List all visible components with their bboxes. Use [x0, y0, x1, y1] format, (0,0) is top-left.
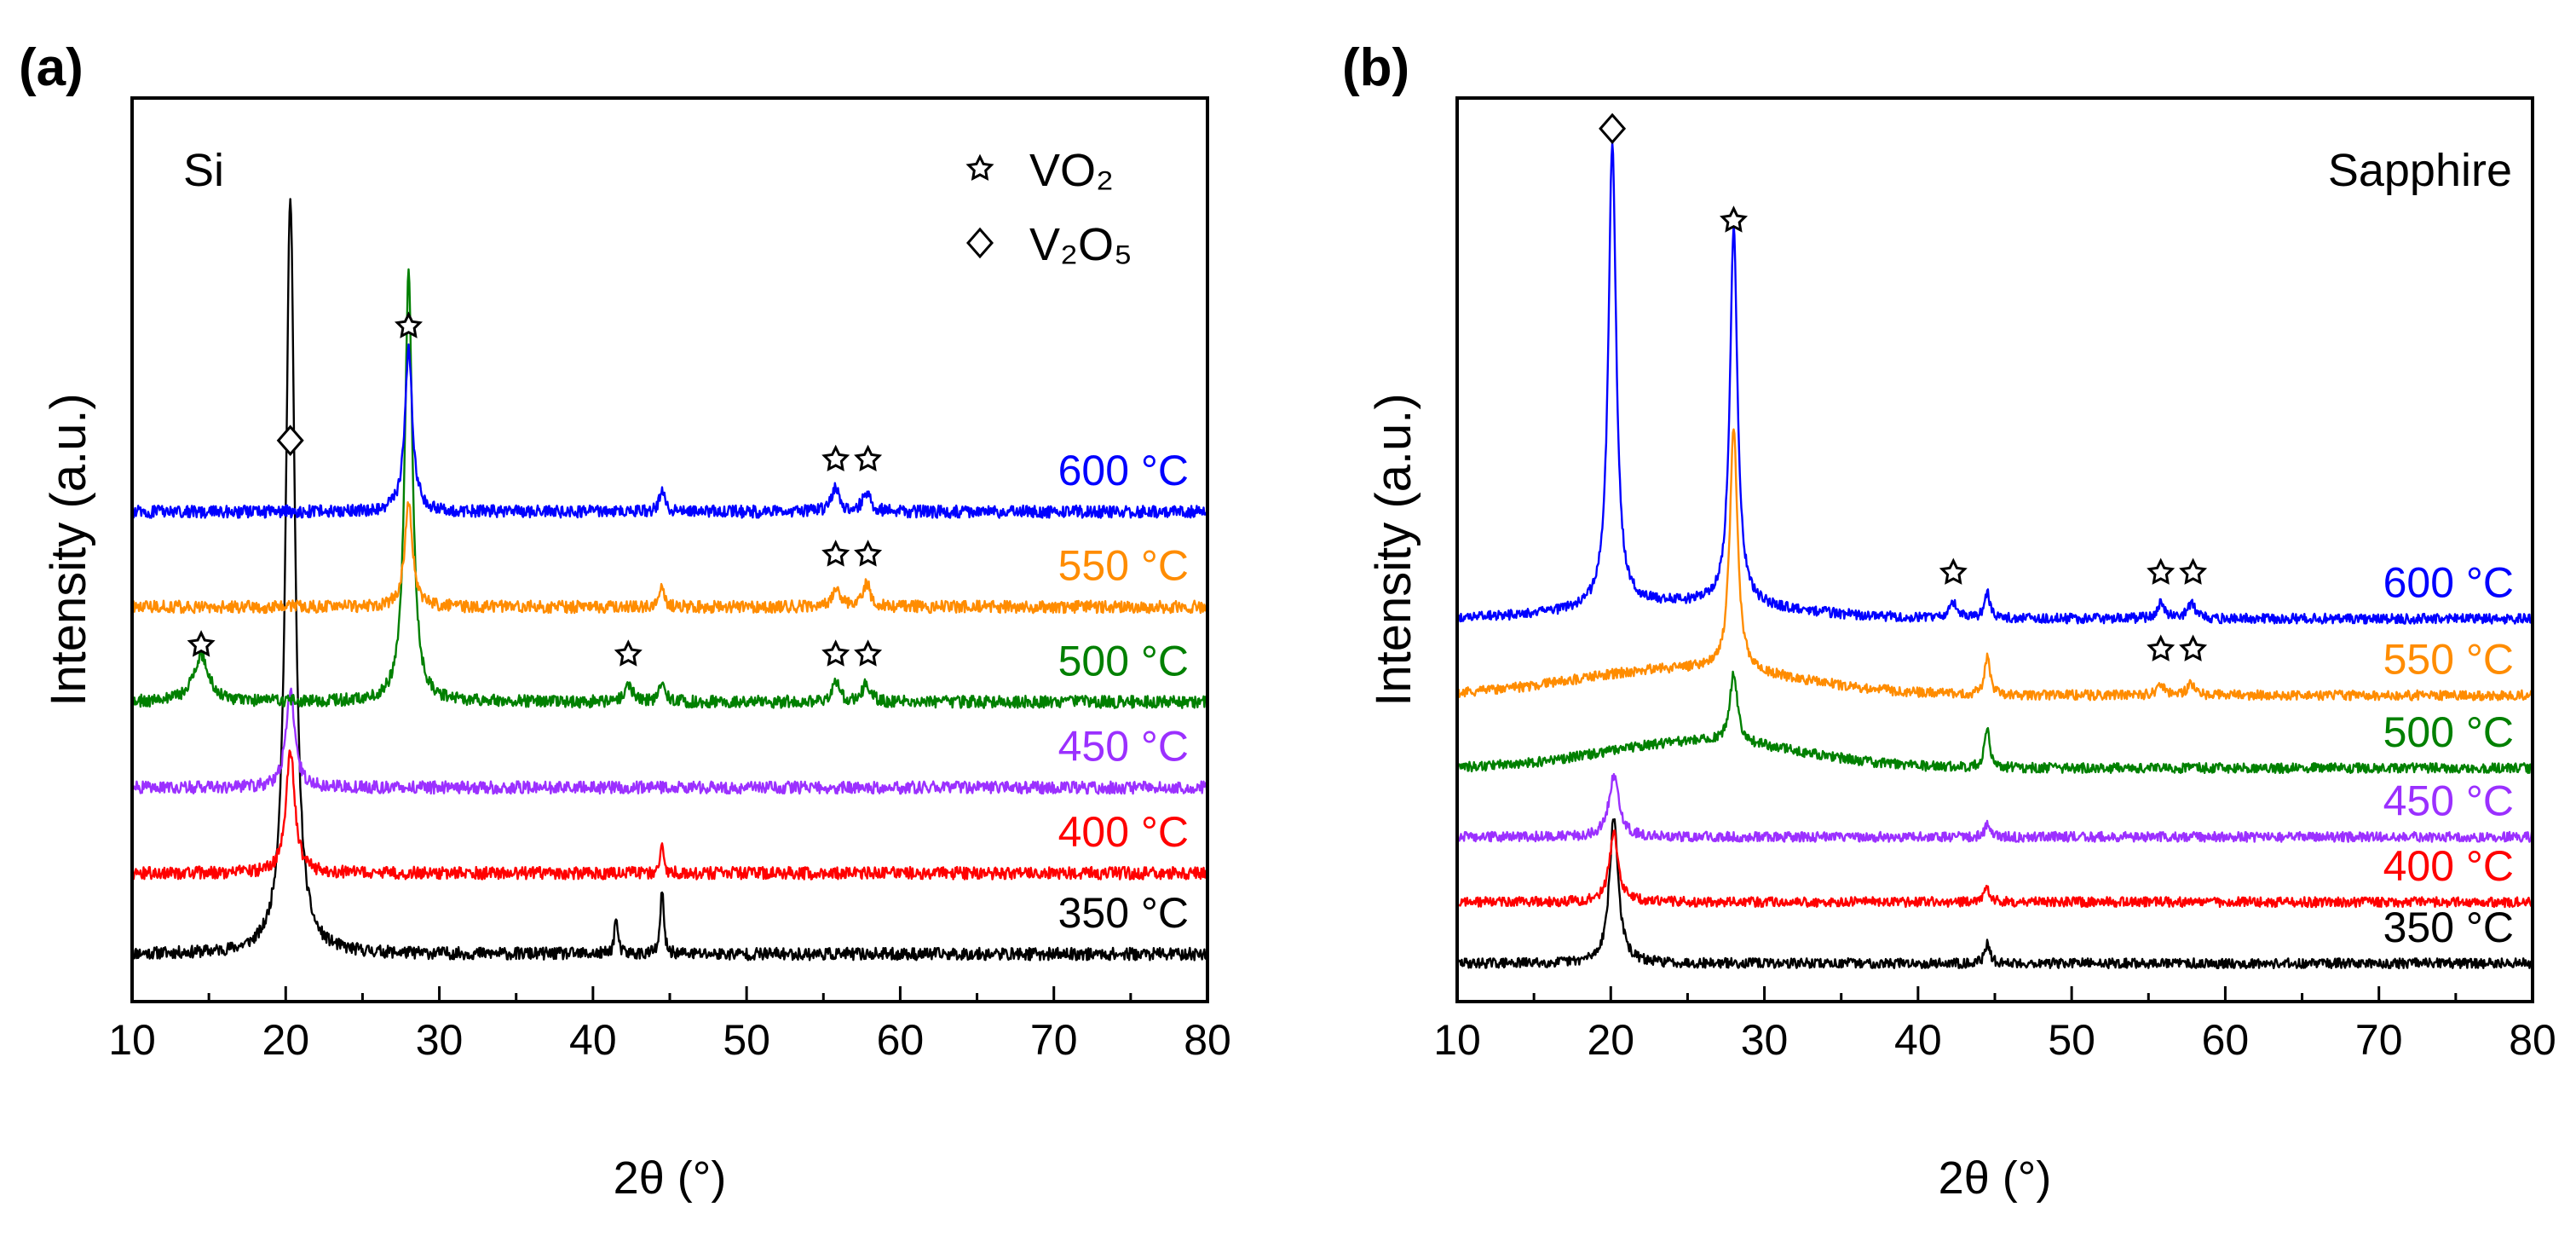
star-marker — [854, 540, 883, 567]
x-tick-label: 70 — [1030, 1016, 1078, 1064]
star-marker — [2147, 634, 2175, 661]
x-tick-label: 60 — [877, 1016, 925, 1064]
star-marker — [1939, 557, 1968, 585]
diamond-marker — [276, 425, 304, 456]
series-line-600c — [1455, 142, 2533, 625]
x-tick-label: 50 — [723, 1016, 770, 1064]
series-line-500c — [130, 268, 1209, 709]
star-marker — [821, 639, 850, 667]
series-label: 350 °C — [1058, 889, 1189, 937]
series-label: 600 °C — [1058, 447, 1189, 494]
star-marker — [2179, 634, 2208, 661]
x-tick-label: 10 — [108, 1016, 156, 1064]
series-line-450c — [1455, 772, 2534, 843]
x-tick-label: 60 — [2202, 1016, 2250, 1064]
peak-markers-b — [1599, 113, 2208, 661]
series-label: 350 °C — [2383, 904, 2514, 951]
legend-diamond-marker — [966, 227, 994, 259]
series-line-550c — [130, 501, 1209, 615]
star-marker — [394, 311, 424, 338]
x-tick-label: 80 — [2509, 1016, 2556, 1064]
x-tick-label: 20 — [262, 1016, 309, 1064]
series-label: 450 °C — [2383, 777, 2514, 825]
series-layer-b — [1455, 142, 2534, 970]
series-label: 550 °C — [1058, 542, 1189, 590]
x-ticks-b: 10 20 30 40 50 60 70 80 — [1433, 986, 2556, 1064]
x-tick-label: 80 — [1184, 1016, 1231, 1064]
series-labels-b: 350 °C 400 °C 450 °C 500 °C 550 °C 600 °C — [2383, 559, 2514, 951]
x-tick-label: 10 — [1433, 1016, 1481, 1064]
star-marker — [2179, 557, 2208, 585]
series-label: 600 °C — [2383, 559, 2514, 607]
y-axis-label-a: Intensity (a.u.) — [41, 393, 96, 706]
series-line-550c — [1455, 428, 2534, 702]
star-marker — [187, 630, 216, 657]
series-layer-a — [130, 198, 1209, 962]
star-marker — [821, 540, 850, 567]
series-label: 550 °C — [2383, 636, 2514, 684]
panel-a: (a) 10 20 30 40 50 60 70 80 Si Intensity (a.u.)… — [19, 38, 1231, 1204]
star-marker — [854, 639, 883, 667]
series-line-350c — [1455, 817, 2534, 970]
star-marker — [614, 639, 643, 667]
x-tick-label: 40 — [569, 1016, 617, 1064]
x-axis-label-b: 2θ (°) — [1939, 1152, 2052, 1204]
x-ticks-a: 10 20 30 40 50 60 70 80 — [108, 986, 1231, 1064]
series-line-400c — [130, 749, 1209, 881]
series-line-350c — [131, 198, 1209, 962]
substrate-label-a: Si — [183, 145, 224, 196]
series-line-600c — [130, 343, 1209, 519]
y-axis-label-b: Intensity (a.u.) — [1366, 393, 1421, 706]
panel-b: (b) 10 20 30 40 50 60 70 80 Sapphire Intensity … — [1342, 38, 2556, 1204]
legend-star-marker — [965, 153, 994, 182]
star-marker — [2147, 557, 2175, 585]
panel-label-b: (b) — [1342, 38, 1409, 97]
x-axis-label-a: 2θ (°) — [614, 1152, 727, 1204]
x-tick-label: 50 — [2048, 1016, 2095, 1064]
x-tick-label: 30 — [416, 1016, 464, 1064]
legend: VO₂ V₂O₅ — [965, 145, 1132, 270]
peak-markers-a — [187, 311, 883, 667]
diamond-marker — [1599, 113, 1627, 145]
legend-label-vo2: VO₂ — [1029, 145, 1114, 196]
substrate-label-b: Sapphire — [2328, 145, 2512, 196]
series-label: 400 °C — [2383, 842, 2514, 890]
series-label: 400 °C — [1058, 808, 1189, 856]
series-line-400c — [1455, 829, 2534, 909]
series-labels-a: 350 °C 400 °C 450 °C 500 °C 550 °C 600 °C — [1058, 447, 1189, 937]
series-label: 450 °C — [1058, 723, 1189, 771]
x-tick-label: 70 — [2355, 1016, 2403, 1064]
panel-label-a: (a) — [19, 38, 84, 97]
star-marker — [854, 444, 883, 472]
star-marker — [821, 444, 850, 472]
series-label: 500 °C — [2383, 708, 2514, 756]
legend-label-v2o5: V₂O₅ — [1029, 219, 1132, 270]
series-label: 500 °C — [1058, 637, 1189, 684]
x-tick-label: 40 — [1894, 1016, 1942, 1064]
x-tick-label: 30 — [1741, 1016, 1789, 1064]
x-tick-label: 20 — [1587, 1016, 1634, 1064]
series-line-450c — [130, 687, 1209, 795]
star-marker — [1719, 205, 1749, 233]
series-line-500c — [1455, 670, 2534, 774]
